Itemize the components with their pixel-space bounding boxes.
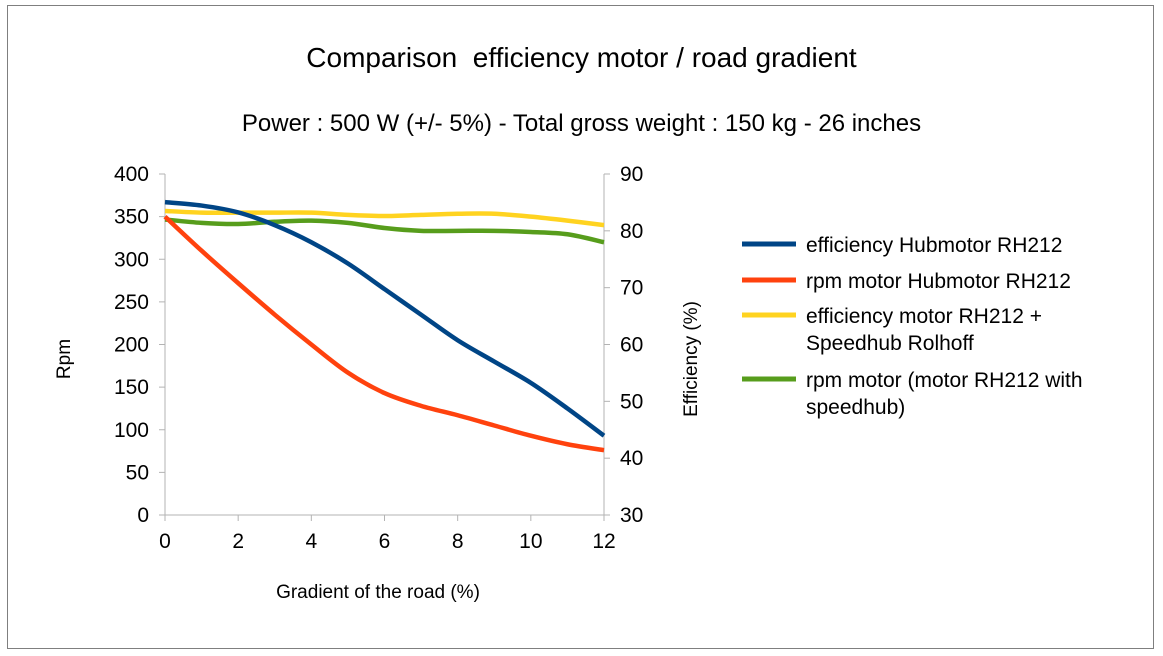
y2-axis-label: Efficiency (%) xyxy=(681,301,702,417)
tick-labels: 0 2 4 6 8 10 12 0 50 100 150 200 250 300 350 400 30 40 50 6… xyxy=(114,163,643,553)
y-tick-label: 250 xyxy=(114,291,149,314)
legend: efficiency Hubmotor RH212 rpm motor Hubmo… xyxy=(742,234,1083,419)
legend-label: efficiency Hubmotor RH212 xyxy=(806,234,1062,257)
x-tick-label: 0 xyxy=(159,530,171,553)
series-lines xyxy=(163,199,606,453)
legend-item-4: rpm motor (motor RH212 with speedhub) xyxy=(742,369,1083,419)
y-axis-label: Rpm xyxy=(54,339,75,379)
series-line-2 xyxy=(163,214,605,453)
x-axis-label: Gradient of the road (%) xyxy=(276,582,480,603)
series-line-1 xyxy=(164,199,606,438)
legend-item-3: efficiency motor RH212 + Speedhub Rolhoff xyxy=(742,305,1042,355)
legend-label: rpm motor Hubmotor RH212 xyxy=(806,270,1071,293)
y2-tick-label: 90 xyxy=(620,163,643,186)
y-tick-label: 100 xyxy=(114,419,149,442)
chart-title: Comparison efficiency motor / road gradi… xyxy=(306,42,857,73)
y2-tick-label: 30 xyxy=(620,504,643,527)
y-tick-label: 350 xyxy=(114,206,149,229)
y-tick-label: 400 xyxy=(114,163,149,186)
legend-item-2: rpm motor Hubmotor RH212 xyxy=(742,270,1071,293)
legend-label: rpm motor (motor RH212 with speedhub) xyxy=(806,369,1083,419)
x-tick-label: 12 xyxy=(592,530,615,553)
y2-tick-label: 70 xyxy=(620,277,643,300)
x-tick-label: 6 xyxy=(379,530,391,553)
legend-item-1: efficiency Hubmotor RH212 xyxy=(742,234,1062,257)
y2-tick-label: 50 xyxy=(620,390,643,413)
x-tick-label: 8 xyxy=(452,530,464,553)
x-tick-label: 4 xyxy=(305,530,317,553)
series-line-4 xyxy=(164,217,605,245)
chart-frame xyxy=(7,5,1154,649)
y2-tick-label: 60 xyxy=(620,334,643,357)
chart-subtitle: Power : 500 W (+/- 5%) - Total gross wei… xyxy=(241,110,922,137)
y2-tick-label: 40 xyxy=(620,447,643,470)
legend-label: efficiency motor RH212 + Speedhub Rolhoff xyxy=(806,305,1042,355)
y-tick-label: 200 xyxy=(114,334,149,357)
x-tick-label: 10 xyxy=(519,530,542,553)
y-tick-label: 150 xyxy=(114,376,149,399)
x-tick-label: 2 xyxy=(232,530,244,553)
axes xyxy=(159,173,610,521)
y2-tick-label: 80 xyxy=(620,220,643,243)
y-tick-label: 0 xyxy=(137,504,149,527)
y-tick-label: 300 xyxy=(114,248,149,271)
y-tick-label: 50 xyxy=(126,461,149,484)
